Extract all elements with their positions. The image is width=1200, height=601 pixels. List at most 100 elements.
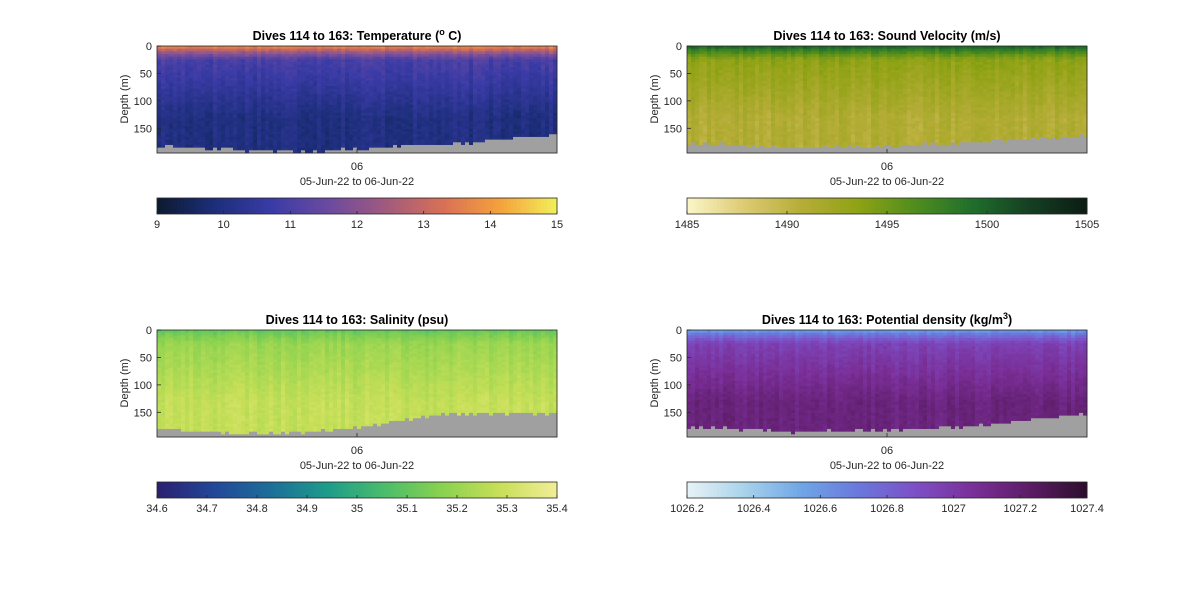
heatmap-cell <box>465 102 470 106</box>
heatmap-cell <box>221 147 226 151</box>
heatmap-cell <box>173 110 178 114</box>
heatmap-cell <box>469 134 474 138</box>
heatmap-cell <box>537 118 542 122</box>
heatmap-cell <box>249 134 254 138</box>
heatmap-cell <box>549 64 554 68</box>
heatmap-cell <box>249 83 254 87</box>
heatmap-cell <box>245 110 250 114</box>
heatmap-cell <box>281 134 286 138</box>
heatmap-cell <box>265 80 270 84</box>
heatmap-cell <box>501 126 506 130</box>
heatmap-cell <box>735 86 740 90</box>
heatmap-cell <box>743 72 748 76</box>
heatmap-cell <box>257 56 262 60</box>
heatmap-cell <box>461 126 466 130</box>
heatmap-cell <box>261 48 266 52</box>
heatmap-cell <box>767 107 772 111</box>
heatmap-cell <box>349 64 354 68</box>
heatmap-cell <box>413 70 418 74</box>
heatmap-cell <box>429 59 434 63</box>
colorbar-segment <box>527 198 531 214</box>
heatmap-cell <box>711 67 716 71</box>
heatmap-cell <box>553 126 558 130</box>
heatmap-cell <box>169 112 174 116</box>
heatmap-cell <box>345 46 350 50</box>
heatmap-cell <box>265 56 270 60</box>
heatmap-cell <box>405 64 410 68</box>
heatmap-cell <box>197 147 202 151</box>
heatmap-cell <box>333 54 338 58</box>
heatmap-cell <box>429 131 434 135</box>
colorbar-tick-label: 13 <box>418 219 430 231</box>
heatmap-cell <box>421 131 426 135</box>
y-tick-label: 100 <box>134 96 152 108</box>
colorbar-segment <box>540 198 545 214</box>
heatmap-cell <box>723 142 728 146</box>
heatmap-cell <box>389 139 394 143</box>
heatmap-cell <box>393 150 398 154</box>
colorbar-segment <box>537 198 541 214</box>
heatmap-cell <box>699 54 704 58</box>
heatmap-cell <box>691 123 696 127</box>
heatmap-cell <box>213 131 218 135</box>
colorbar-segment <box>547 198 551 214</box>
heatmap-cell <box>269 94 274 98</box>
heatmap-cell <box>553 131 558 135</box>
heatmap-cell <box>297 118 302 122</box>
heatmap-cell <box>505 51 510 55</box>
heatmap-cell <box>193 96 198 100</box>
heatmap-cell <box>715 72 720 76</box>
heatmap-cell <box>759 54 764 58</box>
heatmap-cell <box>727 131 732 135</box>
heatmap-cell <box>341 136 346 141</box>
heatmap-cell <box>333 112 338 116</box>
heatmap-cell <box>217 144 222 149</box>
heatmap-cell <box>493 120 498 124</box>
heatmap-cell <box>297 110 302 114</box>
heatmap-cell <box>185 110 190 114</box>
heatmap-cell <box>537 131 542 135</box>
heatmap-cell <box>497 147 502 151</box>
heatmap-cell <box>237 46 242 50</box>
heatmap-cell <box>513 142 518 146</box>
heatmap-cell <box>481 139 486 143</box>
heatmap-cell <box>281 107 286 111</box>
heatmap-cell <box>157 128 162 132</box>
heatmap-cell <box>321 118 326 122</box>
heatmap-cell <box>357 112 362 116</box>
heatmap-cell <box>237 48 242 52</box>
heatmap-cell <box>325 104 330 108</box>
heatmap-cell <box>695 118 700 122</box>
heatmap-cell <box>205 83 210 87</box>
heatmap-cell <box>385 147 390 151</box>
heatmap-cell <box>361 48 366 52</box>
heatmap-cell <box>493 51 498 55</box>
heatmap-cell <box>703 96 708 100</box>
heatmap-cell <box>317 139 322 143</box>
heatmap-cell <box>213 67 218 71</box>
heatmap-cell <box>245 54 250 58</box>
heatmap-cell <box>189 91 194 95</box>
heatmap-cell <box>413 54 418 58</box>
heatmap-cell <box>707 142 712 146</box>
heatmap-cell <box>333 78 338 82</box>
heatmap-cell <box>453 56 458 60</box>
heatmap-cell <box>735 107 740 111</box>
heatmap-cell <box>385 123 390 127</box>
heatmap-cell <box>541 78 546 82</box>
heatmap-cell <box>313 51 318 55</box>
heatmap-cell <box>181 62 186 66</box>
heatmap-cell <box>461 120 466 124</box>
heatmap-cell <box>253 112 258 116</box>
heatmap-cell <box>205 139 210 143</box>
heatmap-cell <box>389 94 394 98</box>
heatmap-cell <box>369 96 374 100</box>
heatmap-cell <box>157 136 162 141</box>
heatmap-cell <box>269 120 274 124</box>
heatmap-cell <box>497 123 502 127</box>
heatmap-cell <box>233 91 238 95</box>
heatmap-cell <box>321 120 326 124</box>
heatmap-cell <box>209 67 214 71</box>
heatmap-cell <box>209 110 214 114</box>
heatmap-cell <box>317 144 322 149</box>
